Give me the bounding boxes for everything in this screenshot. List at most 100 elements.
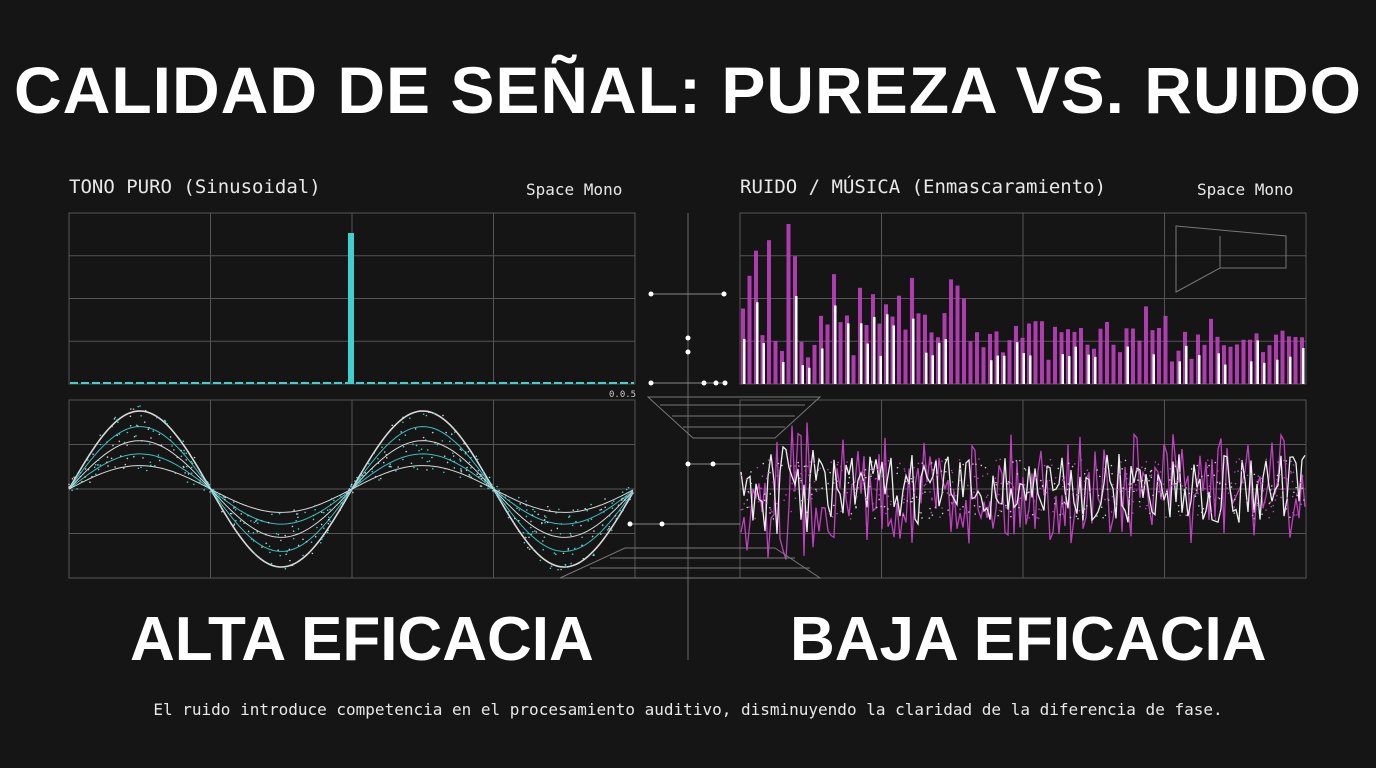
sine-dot [261, 546, 263, 548]
noise-dot [1100, 506, 1103, 509]
noise-dot [932, 469, 934, 471]
noise-dot [930, 511, 933, 514]
noise-dot [1046, 468, 1048, 471]
noise-dot [783, 499, 785, 502]
noise-dot [1299, 481, 1302, 484]
sine-dot [507, 510, 509, 513]
sine-dot [71, 477, 74, 480]
noise-dot [1244, 462, 1247, 465]
noise-dot [1233, 471, 1236, 473]
noise-dot [1168, 479, 1171, 481]
noise-bar-white [938, 342, 941, 384]
sine-dot [627, 486, 630, 489]
sine-dot [550, 529, 553, 532]
noise-dot [973, 504, 976, 507]
noise-dot [1101, 492, 1104, 494]
sine-dot [459, 448, 462, 450]
noise-dot [936, 474, 939, 476]
sine-dot [541, 522, 543, 525]
noise-bar-white [873, 316, 876, 384]
sine-dot [436, 443, 439, 446]
noise-dot [1115, 505, 1117, 507]
noise-bar [747, 275, 752, 384]
sine-dot [119, 455, 122, 457]
noise-dot [775, 464, 778, 467]
sine-dot [233, 523, 236, 526]
noise-bar [968, 341, 973, 384]
noise-dot [1218, 482, 1221, 485]
noise-dot [1296, 493, 1298, 495]
noise-dot [1062, 485, 1064, 488]
noise-dot [1086, 505, 1088, 507]
noise-bar [851, 355, 856, 384]
noise-dot [794, 471, 797, 473]
noise-dot [862, 472, 865, 474]
sine-dot [255, 520, 257, 522]
sine-dot [553, 552, 556, 554]
noise-dot [967, 484, 969, 487]
sine-dot [382, 461, 385, 464]
noise-dot [1010, 515, 1012, 518]
sine-dot [621, 491, 624, 493]
noise-dot [1169, 468, 1171, 470]
noise-dot [767, 459, 770, 462]
sine-dot [137, 405, 139, 408]
connector-node [722, 380, 728, 386]
sine-dot [546, 521, 549, 524]
noise-dot [999, 458, 1001, 461]
noise-dot [1174, 465, 1177, 468]
noise-dot [775, 502, 778, 505]
sine-dot [525, 500, 527, 502]
sine-dot [482, 470, 485, 473]
noise-bar [1131, 328, 1135, 384]
noise-dot [1213, 499, 1216, 501]
noise-dot [848, 476, 851, 479]
noise-dot [1141, 479, 1144, 482]
sine-dot [233, 524, 235, 527]
noise-dot [1028, 517, 1030, 519]
sine-dot [519, 503, 521, 505]
noise-dot [1183, 489, 1186, 492]
noise-dot [745, 478, 748, 480]
sine-dot [591, 535, 594, 538]
noise-dot [1214, 461, 1217, 464]
noise-dot [931, 514, 934, 516]
noise-dot [829, 471, 831, 474]
noise-dot [911, 497, 914, 499]
sine-dot [449, 458, 452, 461]
sine-dot [526, 509, 528, 511]
noise-dot [1143, 469, 1146, 472]
noise-bar [1079, 328, 1083, 384]
sine-dot [614, 514, 617, 517]
sine-dot [156, 416, 158, 419]
noise-dot [748, 506, 750, 508]
noise-dot [857, 486, 860, 489]
noise-dot [797, 461, 800, 464]
noise-dot [749, 478, 752, 480]
sine-dot [484, 478, 486, 481]
noise-dot [1061, 513, 1064, 515]
sine-dot [629, 498, 631, 501]
noise-dot [849, 518, 852, 520]
sine-dot [341, 502, 343, 504]
noise-dot [740, 508, 743, 511]
noise-dot [1063, 476, 1066, 479]
noise-dot [1008, 481, 1011, 484]
noise-bar-white [847, 323, 850, 384]
sine-dot [86, 459, 89, 461]
noise-dot [846, 491, 849, 494]
noise-dot [1064, 494, 1067, 497]
sine-dot [295, 519, 297, 522]
sine-dot [284, 567, 287, 570]
noise-bar [988, 333, 992, 384]
noise-dot [1007, 481, 1010, 483]
sine-dot [405, 450, 408, 453]
noise-dot [1071, 493, 1074, 496]
noise-dot [1283, 476, 1286, 479]
noise-dot [1019, 459, 1021, 462]
sine-dot [79, 475, 82, 478]
noise-dot [948, 513, 951, 516]
noise-dot [1124, 459, 1127, 462]
sine-dot [395, 470, 397, 472]
noise-dot [1059, 513, 1061, 516]
